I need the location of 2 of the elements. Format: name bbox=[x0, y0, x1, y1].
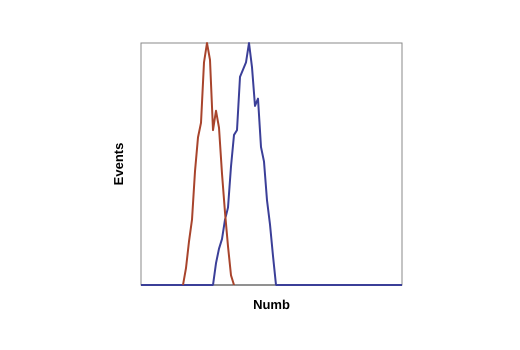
y-axis-title: Events bbox=[111, 142, 126, 186]
x-axis-title: Numb bbox=[253, 297, 290, 312]
